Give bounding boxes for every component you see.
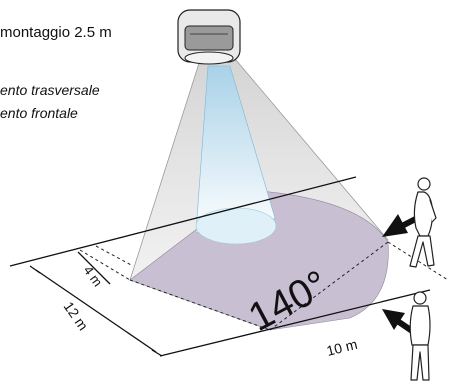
beam-footprint	[195, 207, 277, 245]
dim-depth-near-label: 4 m	[81, 263, 106, 289]
dimension-4m: 4 m	[77, 245, 134, 289]
legend-frontal-label: ento frontale	[0, 105, 78, 121]
mount-height-label: montaggio 2.5 m	[0, 24, 112, 41]
detection-zone	[129, 189, 389, 331]
dim-width-label: 10 m	[325, 336, 359, 359]
dimension-10m: 10 m	[159, 241, 449, 359]
walking-person-icon	[409, 177, 437, 268]
standing-person-icon	[409, 291, 431, 381]
legend-lateral-label: ento trasversale	[0, 82, 100, 98]
sensor-device	[177, 9, 241, 65]
wall-line	[9, 176, 357, 267]
dim-depth-far-label: 12 m	[61, 299, 92, 334]
